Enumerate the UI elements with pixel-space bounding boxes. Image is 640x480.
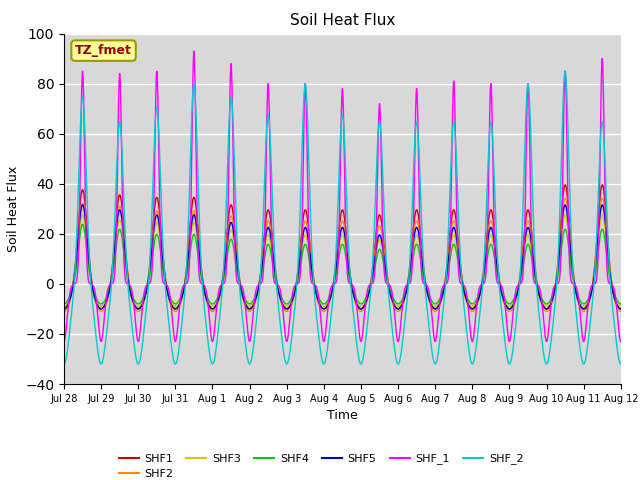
- Title: Soil Heat Flux: Soil Heat Flux: [290, 13, 395, 28]
- Text: TZ_fmet: TZ_fmet: [75, 44, 132, 57]
- X-axis label: Time: Time: [327, 409, 358, 422]
- Legend: SHF1, SHF2, SHF3, SHF4, SHF5, SHF_1, SHF_2: SHF1, SHF2, SHF3, SHF4, SHF5, SHF_1, SHF…: [114, 449, 528, 480]
- Y-axis label: Soil Heat Flux: Soil Heat Flux: [6, 166, 20, 252]
